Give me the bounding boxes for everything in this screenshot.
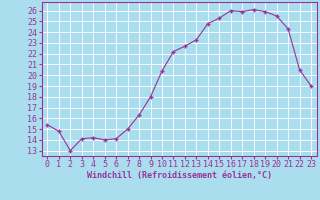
X-axis label: Windchill (Refroidissement éolien,°C): Windchill (Refroidissement éolien,°C)	[87, 171, 272, 180]
